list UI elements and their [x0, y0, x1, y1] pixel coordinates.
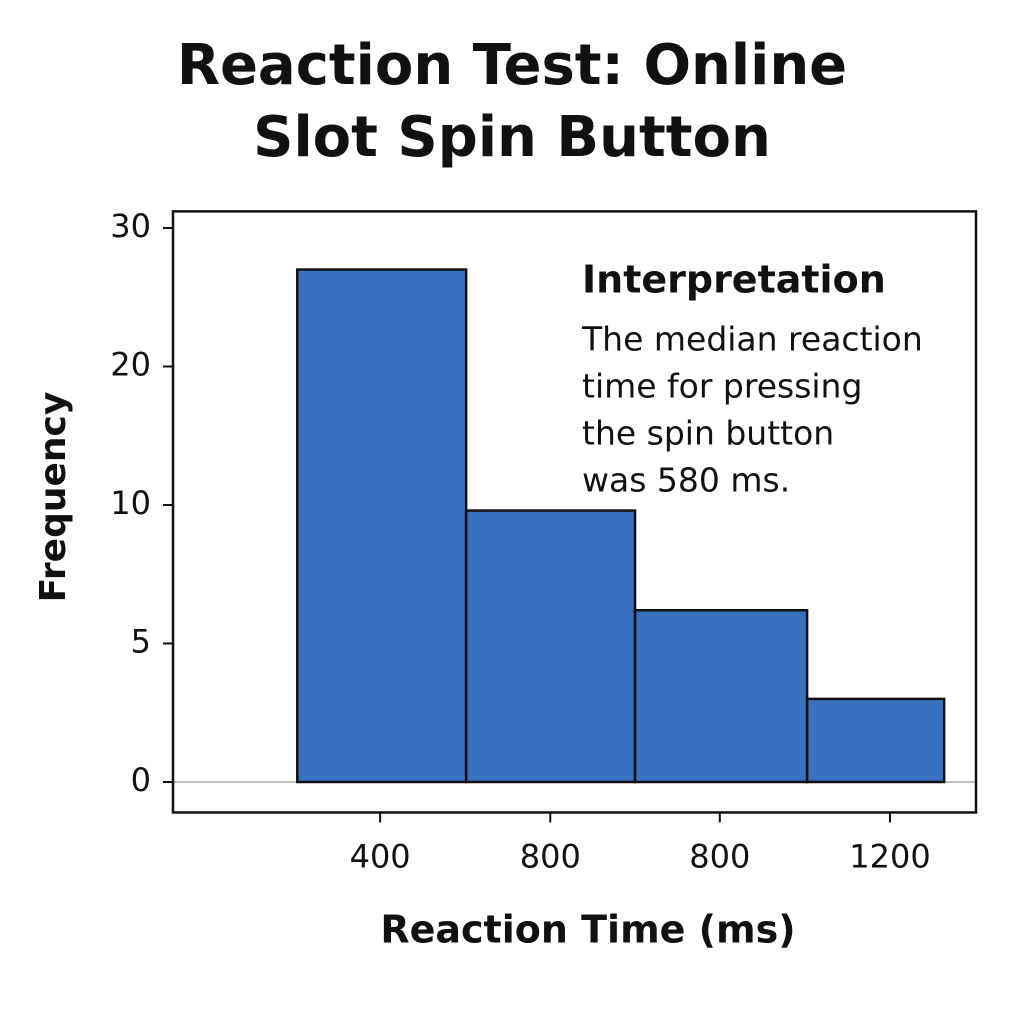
x-tick-label: 800 [520, 837, 581, 875]
annotation-line: was 580 ms. [582, 461, 790, 500]
x-tick-label: 1200 [849, 837, 930, 875]
y-tick-label: 0 [131, 761, 151, 799]
annotation-title: Interpretation [582, 258, 886, 302]
bar [296, 268, 468, 784]
bar [464, 509, 637, 784]
plot-frame [171, 210, 978, 814]
annotation-line: the spin button [582, 414, 834, 453]
x-tick-label: 800 [689, 837, 750, 875]
bar [633, 609, 809, 784]
bar [805, 697, 946, 784]
y-tick-label: 20 [110, 346, 151, 384]
annotation-line: The median reaction [581, 320, 923, 359]
x-axis-label: Reaction Time (ms) [380, 908, 795, 952]
x-tick-label: 400 [350, 837, 411, 875]
chart-title: Reaction Test: Online Slot Spin Button [176, 33, 848, 170]
annotation-line: time for pressing [582, 367, 862, 406]
y-axis-label: Frequency [33, 392, 74, 603]
y-tick-label: 5 [131, 623, 151, 661]
y-tick-label: 10 [110, 484, 151, 522]
y-tick-label: 30 [110, 207, 151, 245]
